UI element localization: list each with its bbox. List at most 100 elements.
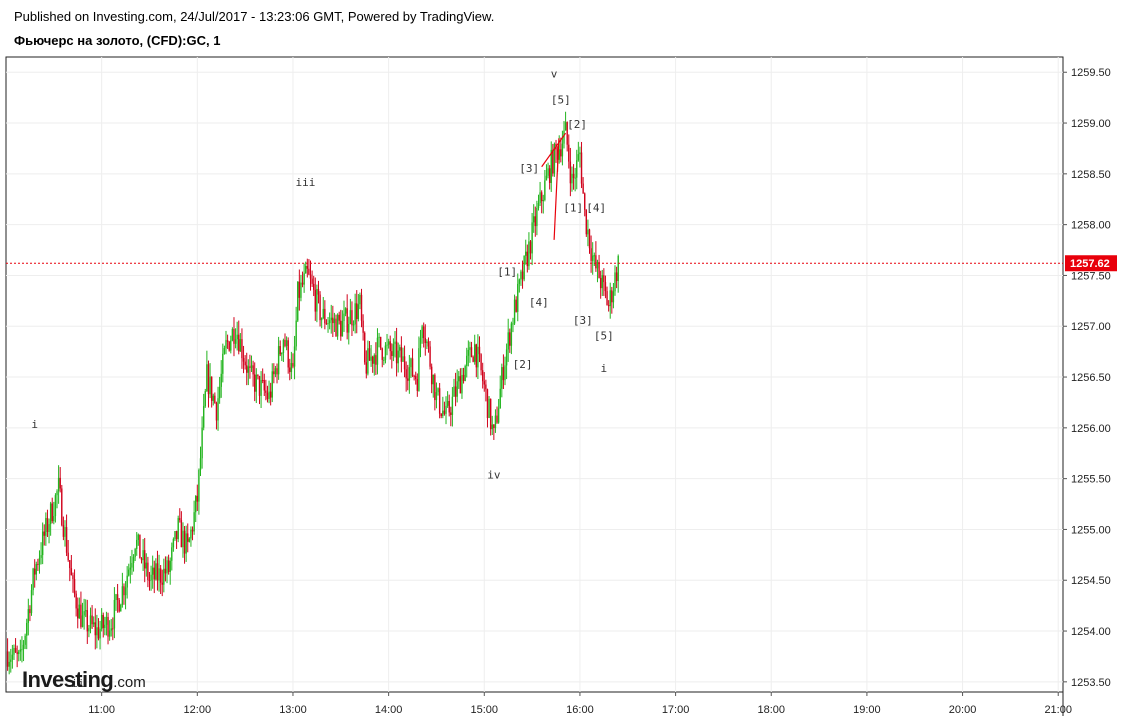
candle-body: [196, 495, 199, 502]
candle-body: [199, 458, 202, 470]
candle-body: [588, 229, 591, 249]
candle-body: [561, 143, 564, 157]
price-axis[interactable]: 1253.50 1254.00 1254.50 1255.00 1255.50 1256.…: [1063, 67, 1111, 689]
candle-body: [483, 381, 485, 385]
time-axis[interactable]: 11:00 12:00 13:00 14:00 15:00 16:00 17:00 18:00…: [88, 692, 1072, 716]
candle-body: [69, 560, 71, 569]
candle-body: [233, 329, 235, 344]
candle-body: [144, 550, 146, 569]
candle-body: [572, 173, 575, 178]
wave-label: [5]: [594, 329, 614, 342]
candle-body: [434, 374, 436, 401]
candle-body: [108, 630, 111, 637]
candle-body: [266, 392, 269, 399]
candle-body: [411, 358, 414, 376]
candle-body: [545, 175, 548, 181]
candle-body: [174, 531, 176, 540]
candle-body: [137, 534, 140, 540]
candle-body: [547, 168, 549, 176]
candle-body: [65, 527, 68, 553]
candle-body: [142, 550, 144, 561]
candle-body: [451, 396, 454, 415]
candle-body: [591, 255, 594, 261]
candle-body: [217, 398, 219, 421]
candle-body: [220, 373, 222, 387]
candle-body: [97, 627, 100, 639]
candle-body: [598, 261, 600, 278]
candle-body: [365, 362, 368, 374]
candle-body: [477, 346, 479, 368]
candle-body: [18, 651, 20, 655]
candle-body: [415, 376, 417, 380]
candle-body: [67, 552, 69, 561]
candle-body: [105, 616, 108, 625]
candle-body: [163, 568, 165, 585]
candle-body: [403, 356, 406, 370]
candle-body: [402, 356, 404, 362]
candle-body: [222, 353, 224, 374]
candle-body: [520, 271, 522, 280]
candle-body: [330, 317, 332, 321]
candle-body: [21, 649, 23, 651]
candle-body: [357, 304, 360, 320]
candle-body: [252, 365, 254, 375]
candle-body: [166, 560, 168, 574]
candle-body: [348, 324, 350, 333]
candle-body: [550, 149, 552, 183]
candle-body: [408, 367, 411, 381]
candle-body: [437, 388, 439, 393]
candle-body: [327, 323, 329, 325]
candle-body: [569, 161, 572, 184]
wave-label: [2]: [567, 118, 587, 131]
candle-body: [474, 344, 476, 362]
candle-body: [375, 355, 377, 365]
candle-body: [254, 374, 256, 392]
candle-body: [568, 144, 570, 162]
candle-body: [421, 326, 423, 339]
candle-body: [6, 651, 9, 667]
candle-body: [271, 371, 273, 398]
candle-body: [129, 567, 132, 570]
candle-body: [81, 615, 84, 627]
candle-body: [167, 560, 170, 572]
candle-body: [601, 275, 603, 289]
current-price-marker: 1257.62: [6, 255, 1117, 272]
candle-body: [459, 376, 462, 394]
candle-body: [19, 649, 22, 652]
candle-body: [123, 586, 125, 596]
candle-body: [322, 308, 324, 319]
candle-body: [386, 344, 388, 346]
candle-body: [611, 290, 613, 303]
candle-body: [501, 367, 503, 389]
candle-body: [430, 366, 433, 385]
candle-body: [282, 339, 285, 353]
candle-body: [26, 622, 28, 636]
candle-body: [48, 524, 50, 533]
candle-body: [354, 303, 356, 325]
grid: [6, 57, 1063, 692]
candle-body: [599, 277, 602, 289]
wave-label: [3]: [519, 162, 539, 175]
wave-label: [1]: [563, 201, 583, 214]
candle-body: [158, 568, 160, 581]
candle-body: [8, 661, 10, 667]
candle-body: [368, 348, 371, 361]
candle-body: [32, 568, 34, 591]
candle-body: [566, 122, 568, 145]
candle-body: [399, 347, 401, 351]
candle-body: [276, 368, 278, 375]
candle-body: [466, 355, 468, 367]
candle-body: [397, 350, 399, 364]
candle-body: [537, 203, 540, 209]
candle-body: [316, 288, 318, 312]
candle-body: [268, 391, 270, 399]
candle-body: [576, 160, 578, 178]
candle-body: [151, 567, 154, 575]
candle-body: [512, 323, 514, 325]
candle-body: [241, 339, 243, 359]
candle-body: [432, 374, 434, 385]
candle-body: [427, 341, 430, 347]
candle-body: [94, 622, 96, 636]
candle-body: [187, 533, 189, 542]
